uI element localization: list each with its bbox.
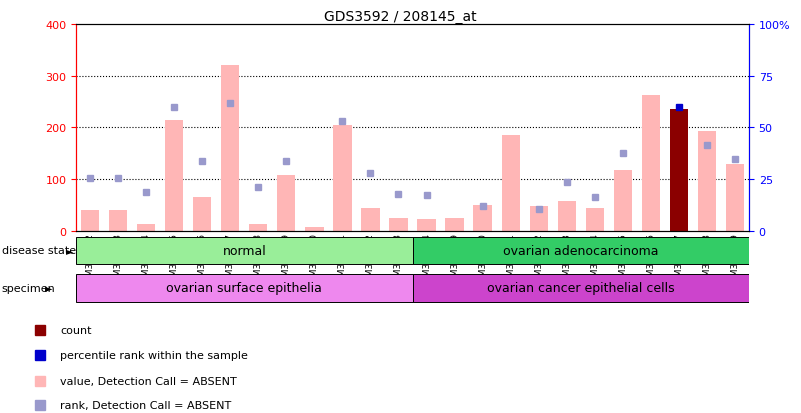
Text: ovarian cancer epithelial cells: ovarian cancer epithelial cells [487, 282, 674, 294]
Bar [445, 218, 464, 231]
Bar [165, 120, 183, 231]
Bar [670, 110, 688, 231]
Bar [726, 164, 744, 231]
Text: ►: ► [66, 246, 73, 256]
Text: normal: normal [223, 244, 266, 257]
Bar [557, 202, 576, 231]
Text: value, Detection Call = ABSENT: value, Detection Call = ABSENT [60, 376, 237, 386]
FancyBboxPatch shape [413, 274, 749, 302]
Text: ►: ► [45, 283, 52, 293]
Bar [137, 224, 155, 231]
Bar [333, 126, 352, 231]
Bar [501, 136, 520, 231]
FancyBboxPatch shape [76, 274, 413, 302]
Text: rank, Detection Call = ABSENT: rank, Detection Call = ABSENT [60, 400, 231, 410]
FancyBboxPatch shape [413, 237, 749, 265]
Bar [221, 66, 239, 231]
Text: percentile rank within the sample: percentile rank within the sample [60, 350, 248, 360]
Bar [417, 220, 436, 231]
Bar [109, 211, 127, 231]
Bar [389, 218, 408, 231]
Bar [614, 170, 632, 231]
Bar [529, 206, 548, 231]
Bar [361, 208, 380, 231]
Bar [277, 176, 296, 231]
Bar [249, 225, 268, 231]
Bar [81, 211, 99, 231]
FancyBboxPatch shape [76, 237, 413, 265]
Bar [305, 227, 324, 231]
Text: count: count [60, 325, 91, 335]
Bar [193, 198, 211, 231]
Bar [642, 96, 660, 231]
Bar [76, 231, 749, 335]
Bar [473, 206, 492, 231]
Text: ovarian surface epithelia: ovarian surface epithelia [167, 282, 322, 294]
Text: specimen: specimen [2, 283, 55, 293]
Text: disease state: disease state [2, 246, 76, 256]
Bar [698, 132, 716, 231]
Text: GDS3592 / 208145_at: GDS3592 / 208145_at [324, 10, 477, 24]
Bar [586, 208, 604, 231]
Text: ovarian adenocarcinoma: ovarian adenocarcinoma [503, 244, 658, 257]
